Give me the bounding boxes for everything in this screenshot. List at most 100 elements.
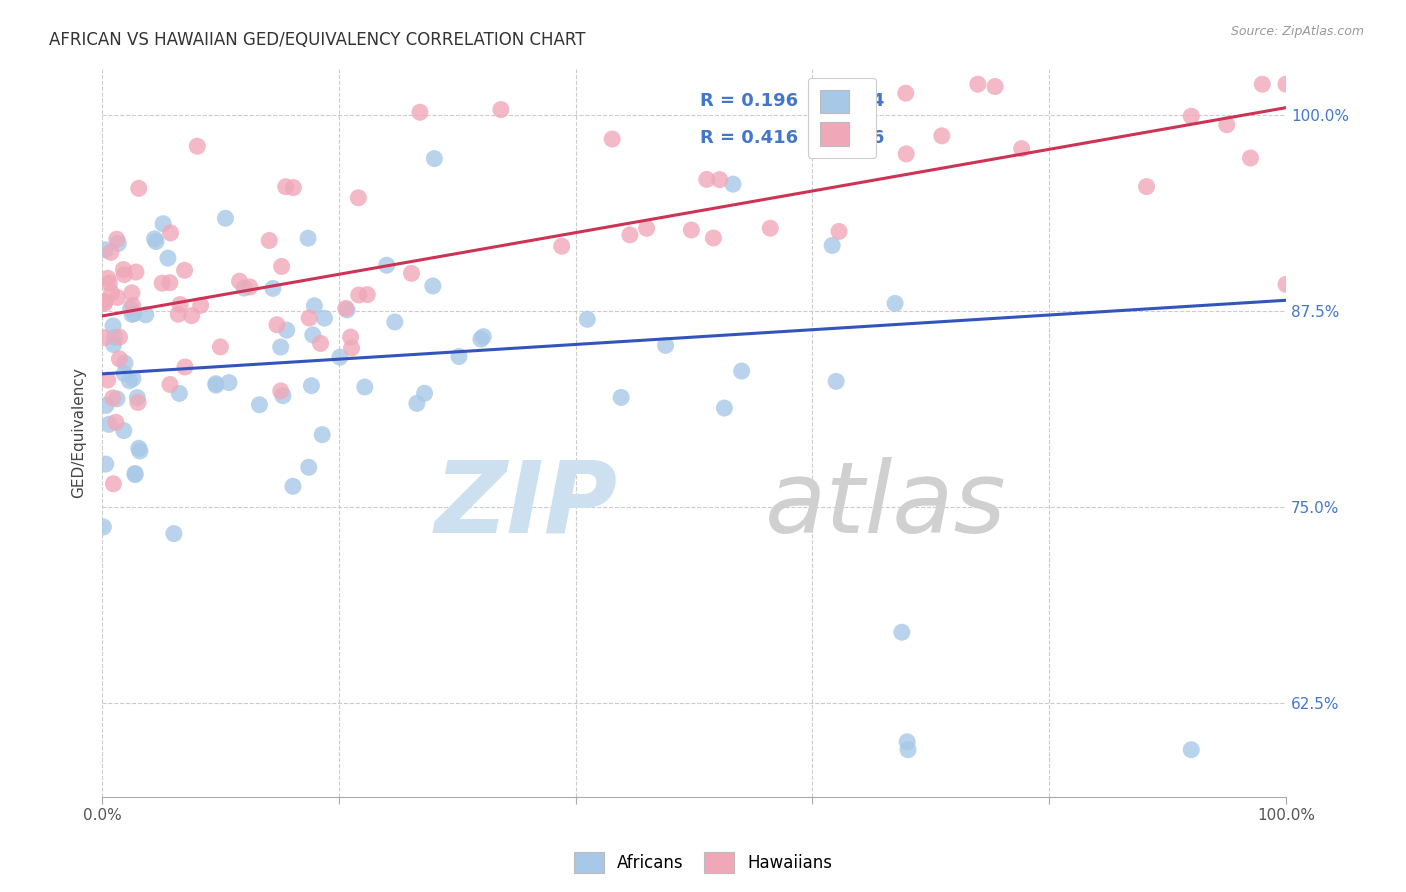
Point	[124, 467, 146, 482]
Point	[329, 350, 352, 364]
Point	[100, 285, 122, 300]
Point	[619, 227, 641, 242]
Point	[107, 236, 129, 251]
Text: atlas: atlas	[765, 457, 1007, 554]
Point	[299, 378, 322, 392]
Point	[309, 336, 332, 351]
Point	[447, 350, 470, 364]
Point	[1216, 118, 1239, 132]
Point	[98, 417, 121, 432]
Point	[297, 231, 319, 245]
Point	[97, 271, 120, 285]
Point	[169, 386, 191, 401]
Point	[266, 318, 288, 332]
Text: R = 0.196   N = 74: R = 0.196 N = 74	[700, 92, 884, 111]
Point	[401, 266, 423, 280]
Point	[121, 285, 143, 300]
Point	[336, 302, 359, 317]
Point	[1251, 77, 1274, 91]
Point	[304, 299, 326, 313]
Point	[128, 442, 150, 456]
Point	[271, 389, 294, 403]
Point	[356, 287, 378, 301]
Point	[214, 211, 236, 226]
Point	[122, 371, 145, 385]
Point	[209, 340, 232, 354]
Point	[159, 226, 181, 240]
Point	[93, 520, 115, 534]
Point	[489, 103, 512, 117]
Point	[335, 301, 357, 316]
Point	[93, 296, 115, 310]
Text: AFRICAN VS HAWAIIAN GED/EQUIVALENCY CORRELATION CHART: AFRICAN VS HAWAIIAN GED/EQUIVALENCY CORR…	[49, 31, 586, 49]
Point	[239, 280, 262, 294]
Point	[413, 386, 436, 401]
Point	[353, 380, 375, 394]
Point	[472, 329, 495, 343]
Point	[825, 375, 848, 389]
Point	[143, 232, 166, 246]
Point	[931, 128, 953, 143]
Point	[894, 86, 917, 100]
Point	[205, 378, 228, 392]
Point	[897, 742, 920, 756]
Point	[1135, 179, 1157, 194]
Point	[470, 332, 492, 346]
Point	[105, 232, 128, 246]
Point	[97, 373, 120, 387]
Point	[159, 276, 181, 290]
Point	[821, 238, 844, 252]
Point	[127, 391, 149, 405]
Point	[167, 307, 190, 321]
Point	[347, 288, 370, 302]
Point	[114, 356, 136, 370]
Point	[759, 221, 782, 235]
Point	[274, 179, 297, 194]
Text: Source: ZipAtlas.com: Source: ZipAtlas.com	[1230, 25, 1364, 38]
Point	[174, 359, 197, 374]
Point	[262, 281, 284, 295]
Point	[1275, 77, 1298, 91]
Point	[108, 351, 131, 366]
Point	[249, 398, 271, 412]
Point	[150, 276, 173, 290]
Point	[384, 315, 406, 329]
Point	[112, 268, 135, 282]
Point	[709, 172, 731, 186]
Point	[1180, 742, 1202, 756]
Point	[127, 395, 149, 409]
Point	[94, 457, 117, 471]
Point	[257, 234, 280, 248]
Point	[347, 191, 370, 205]
Point	[104, 330, 127, 344]
Point	[576, 312, 599, 326]
Point	[721, 177, 744, 191]
Point	[314, 311, 336, 326]
Point	[551, 239, 574, 253]
Point	[163, 526, 186, 541]
Point	[100, 245, 122, 260]
Point	[730, 364, 752, 378]
Point	[156, 251, 179, 265]
Point	[105, 392, 128, 406]
Point	[654, 338, 676, 352]
Text: R = 0.416   N = 76: R = 0.416 N = 76	[700, 128, 884, 146]
Point	[107, 291, 129, 305]
Y-axis label: GED/Equivalency: GED/Equivalency	[72, 368, 86, 498]
Point	[104, 415, 127, 429]
Point	[896, 147, 918, 161]
Point	[610, 391, 633, 405]
Point	[101, 318, 124, 333]
Point	[681, 223, 703, 237]
Point	[375, 258, 398, 272]
Point	[696, 172, 718, 186]
Point	[218, 376, 240, 390]
Point	[1011, 142, 1033, 156]
Point	[890, 625, 912, 640]
Point	[128, 444, 150, 458]
Point	[124, 467, 146, 481]
Point	[112, 367, 135, 381]
Point	[94, 243, 117, 257]
Point	[112, 424, 135, 438]
Point	[103, 337, 125, 351]
